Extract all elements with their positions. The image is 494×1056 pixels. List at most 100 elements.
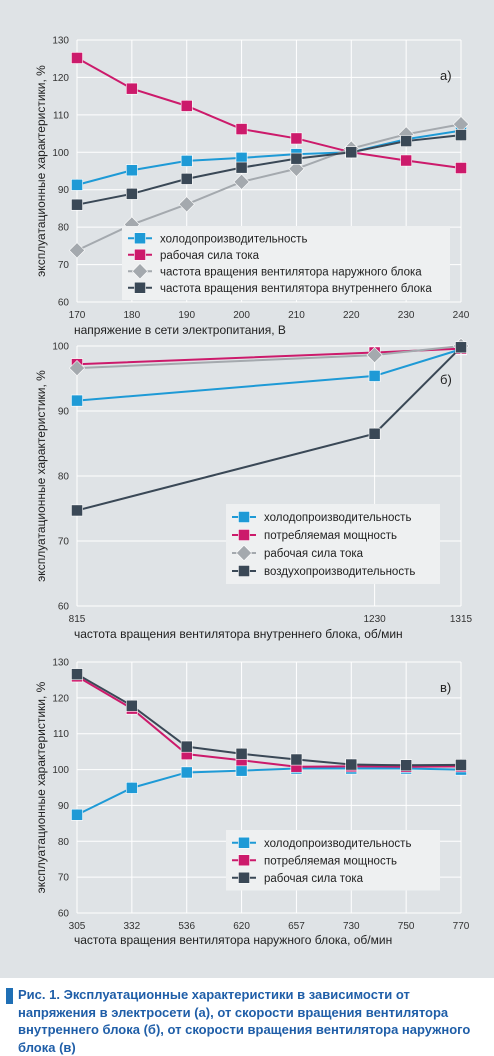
y-tick-label: 90: [58, 801, 70, 812]
x-tick-label: 1230: [363, 614, 386, 625]
chart-c: 60 70 80 90 100 110 120 130 305 332 536 620 657 730 75…: [34, 658, 470, 948]
y-tick-label: 90: [58, 407, 70, 418]
data-point-marker: [345, 758, 358, 771]
y-axis-label: эксплуатационные характеристики, %: [34, 681, 48, 893]
chart-a: 60 70 80 90 100 110 120 130 170 180 190 200 210 220 23…: [34, 36, 470, 338]
legend-item: рабочая сила тока: [232, 544, 364, 562]
data-point-marker: [368, 427, 381, 440]
x-tick-label: 200: [233, 310, 250, 321]
x-tick-label: 190: [178, 310, 195, 321]
data-point-marker: [455, 341, 467, 354]
data-point-marker: [238, 836, 250, 849]
data-point-marker: [180, 740, 193, 753]
series-line: [76, 675, 462, 768]
data-point-marker: [125, 781, 138, 794]
data-point-marker: [368, 370, 381, 382]
y-tick-label: 100: [52, 765, 69, 776]
y-tick-label: 60: [58, 298, 70, 309]
y-tick-label: 70: [58, 537, 70, 548]
x-tick-label: 1315: [450, 614, 473, 625]
data-point-marker: [180, 155, 193, 167]
data-point-marker: [238, 854, 250, 867]
data-point-marker: [125, 164, 138, 177]
data-point-marker: [125, 699, 138, 712]
y-tick-label: 130: [52, 658, 69, 669]
y-tick-label: 90: [58, 185, 70, 196]
data-point-marker: [238, 871, 250, 884]
data-point-marker: [131, 263, 149, 280]
panel-label: в): [440, 680, 451, 695]
data-point-marker: [180, 99, 193, 112]
data-point-marker: [125, 187, 138, 200]
data-point-marker: [134, 248, 146, 261]
data-point-marker: [366, 347, 383, 364]
y-tick-label: 100: [52, 148, 69, 159]
caption-marker: [6, 988, 13, 1004]
data-point-marker: [288, 160, 305, 177]
legend-item: рабочая сила тока: [128, 248, 260, 262]
data-point-marker: [68, 242, 86, 259]
series-4: [71, 129, 467, 211]
y-tick-label: 80: [58, 223, 70, 234]
legend-item: частота вращения вентилятора внутреннего…: [128, 281, 432, 295]
series-line: [76, 134, 462, 206]
data-point-marker: [290, 132, 303, 145]
y-axis-label: эксплуатационные характеристики, %: [34, 65, 48, 277]
y-tick-label: 60: [58, 909, 70, 920]
legend-item: воздухопроизводительность: [232, 565, 415, 578]
legend-box: [122, 226, 450, 300]
legend-box: [226, 830, 440, 891]
y-tick-label: 70: [58, 873, 70, 884]
x-tick-label: 170: [69, 310, 86, 321]
data-point-marker: [134, 281, 146, 294]
data-point-marker: [71, 394, 83, 407]
data-point-marker: [180, 172, 193, 185]
x-axis-label: напряжение в сети электропитания, В: [74, 323, 286, 337]
x-tick-label: 230: [398, 310, 415, 321]
panel-label: б): [440, 372, 452, 387]
x-tick-label: 240: [453, 310, 470, 321]
y-axis-label: эксплуатационные характеристики, %: [34, 370, 48, 582]
x-tick-label: 332: [124, 921, 141, 932]
data-point-marker: [345, 146, 358, 159]
legend-box: [226, 504, 440, 584]
data-point-marker: [68, 360, 86, 377]
x-tick-label: 770: [453, 921, 470, 932]
data-point-marker: [71, 808, 83, 821]
series-3: [71, 668, 467, 772]
y-tick-label: 100: [52, 342, 69, 353]
legend-item: холодопроизводительность: [232, 836, 411, 850]
series-line: [76, 673, 462, 767]
data-point-marker: [235, 123, 248, 135]
legend-item: рабочая сила тока: [232, 871, 364, 885]
chart-b: 60 70 80 90 100 815 1230 1315 эксплуатационные х…: [34, 337, 473, 641]
data-point-marker: [455, 162, 467, 174]
legend-label: холодопроизводительность: [264, 838, 411, 850]
data-point-marker: [400, 759, 413, 772]
legend-label: рабочая сила тока: [264, 873, 364, 885]
legend: холодопроизводительность потребляемая мощ…: [226, 830, 440, 891]
panel-label: а): [440, 68, 452, 83]
y-tick-label: 80: [58, 472, 70, 483]
legend-label: частота вращения вентилятора внутреннего…: [160, 283, 432, 295]
legend: холодопроизводительность потребляемая мощ…: [226, 504, 440, 584]
legend-item: холодопроизводительность: [232, 511, 411, 524]
x-tick-label: 750: [398, 921, 415, 932]
y-tick-label: 130: [52, 36, 69, 47]
x-tick-label: 730: [343, 921, 360, 932]
x-tick-label: 815: [69, 614, 86, 625]
legend-label: потребляемая мощность: [264, 530, 397, 542]
x-tick-label: 220: [343, 310, 360, 321]
legend-label: частота вращения вентилятора наружного б…: [160, 266, 422, 278]
data-point-marker: [290, 152, 303, 165]
data-point-marker: [71, 198, 83, 211]
series-4: [71, 341, 467, 517]
data-point-marker: [238, 565, 250, 577]
legend-item: потребляемая мощность: [232, 529, 397, 542]
y-tick-label: 70: [58, 260, 70, 271]
x-tick-label: 180: [124, 310, 141, 321]
y-tick-label: 110: [53, 110, 69, 121]
data-point-marker: [235, 764, 248, 777]
legend-label: воздухопроизводительность: [264, 566, 415, 578]
series-line: [76, 129, 462, 186]
